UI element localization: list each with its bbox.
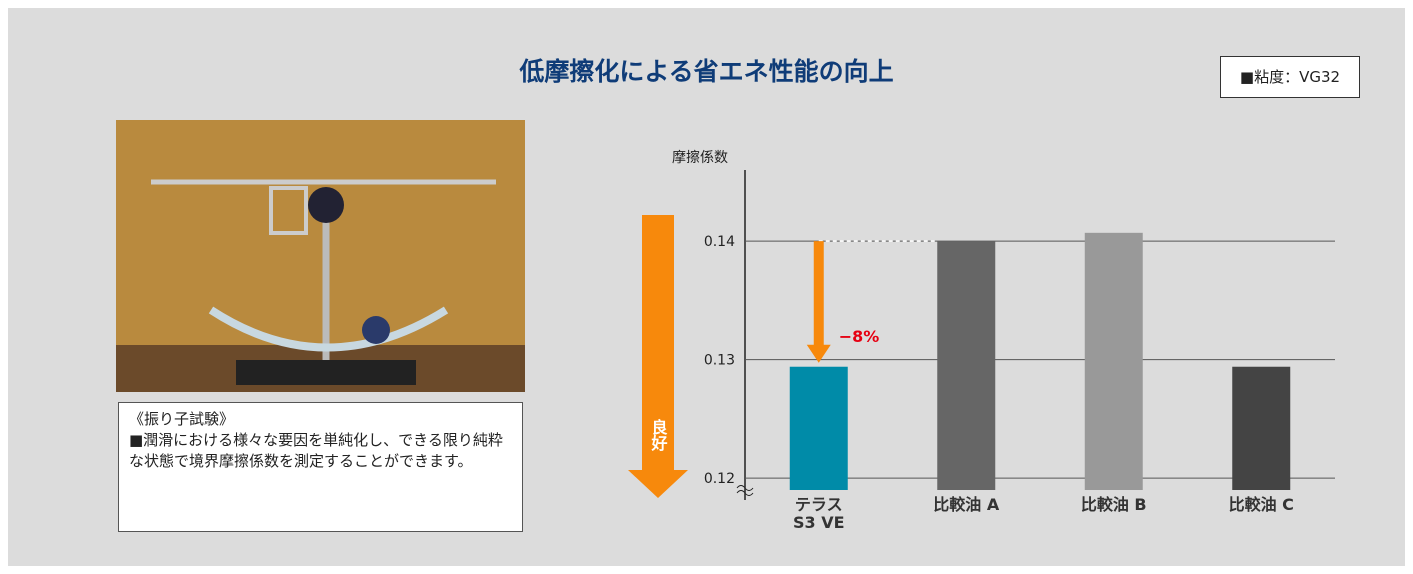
title: 低摩擦化による省エネ性能の向上 — [519, 57, 894, 86]
caption-title: 《振り子試験》 — [129, 410, 235, 428]
y-tick-label: 0.14 — [704, 234, 735, 250]
x-tick-label: 比較油 A — [933, 495, 1000, 514]
better-arrow — [628, 215, 688, 498]
bar — [789, 366, 848, 490]
bar — [1084, 232, 1143, 490]
caption-box: 《振り子試験》 ■潤滑における様々な要因を単純化し、できる限り純粋な状態で境界摩… — [118, 402, 523, 532]
x-tick-label: 比較油 B — [1080, 495, 1147, 514]
y-tick-label: 0.12 — [704, 471, 735, 487]
x-tick-label: テラス S3 VE — [792, 495, 845, 532]
photo — [116, 120, 525, 392]
reduction-arrow — [806, 241, 831, 363]
viscosity-note: ■粘度：VG32 — [1220, 56, 1360, 98]
y-axis-label: 摩擦係数 — [672, 149, 728, 166]
caption-text: ■潤滑における様々な要因を単純化し、できる限り純粋な状態で境界摩擦係数を測定する… — [129, 431, 503, 470]
bar — [937, 241, 996, 490]
bar — [1232, 366, 1291, 490]
better-label: 良好 — [649, 418, 669, 452]
axis-break — [736, 485, 754, 496]
y-tick-label: 0.13 — [704, 353, 735, 369]
x-tick-label: 比較油 C — [1228, 495, 1294, 514]
reduction-label: −8% — [839, 327, 880, 346]
